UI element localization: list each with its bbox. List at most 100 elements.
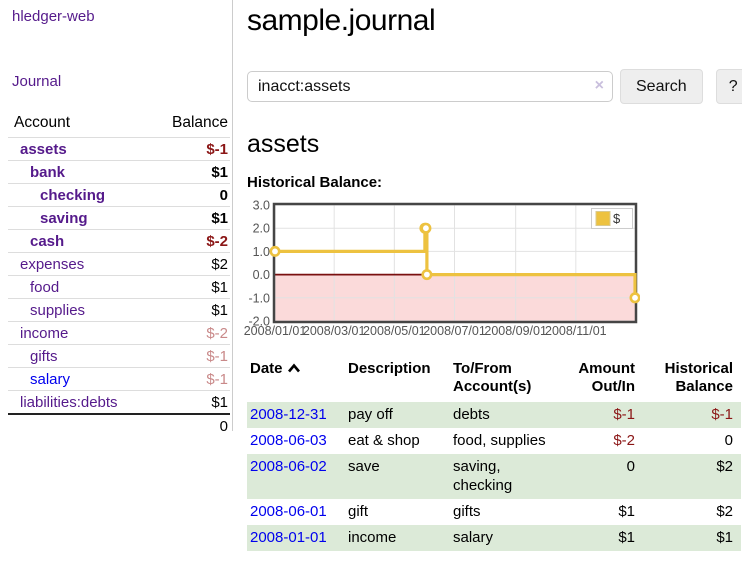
transaction-description: gift	[348, 503, 369, 520]
register-header-amount: Amount Out/In	[578, 360, 635, 395]
svg-text:1.0: 1.0	[253, 245, 270, 259]
transaction-balance: $1	[716, 529, 733, 546]
transaction-amount: $-2	[613, 432, 635, 449]
svg-text:2008/07/01: 2008/07/01	[423, 324, 486, 338]
account-row: assets $-1	[8, 137, 230, 161]
account-link[interactable]: checking	[40, 186, 106, 204]
transaction-row: 2008-12-31 pay off debts $-1 $-1	[247, 402, 741, 428]
transaction-date-link[interactable]: 2008-06-03	[250, 432, 327, 449]
transaction-accounts: saving, checking	[453, 458, 513, 494]
svg-text:0.0: 0.0	[253, 268, 270, 282]
transaction-balance: $-1	[711, 406, 733, 423]
sort-ascending-icon	[287, 363, 300, 373]
accounts-total-row: 0	[8, 413, 230, 437]
transaction-amount: $1	[618, 529, 635, 546]
transaction-date-link[interactable]: 2008-06-01	[250, 503, 327, 520]
app-title-link[interactable]: hledger-web	[12, 8, 95, 25]
account-link[interactable]: bank	[30, 163, 66, 181]
transaction-row: 2008-06-01 gift gifts $1 $2	[247, 499, 741, 525]
svg-text:-1.0: -1.0	[248, 291, 270, 305]
account-balance: $2	[149, 252, 230, 276]
transaction-amount: $1	[618, 503, 635, 520]
account-balance: $1	[149, 298, 230, 322]
account-row: salary $-1	[8, 367, 230, 391]
search-button[interactable]: Search	[620, 69, 703, 104]
account-link[interactable]: food	[30, 278, 60, 296]
transaction-date-link[interactable]: 2008-06-02	[250, 458, 327, 475]
account-balance: $-1	[149, 367, 230, 391]
account-row: liabilities:debts $1	[8, 390, 230, 414]
account-balance: $-1	[149, 344, 230, 368]
transaction-description: pay off	[348, 406, 393, 423]
account-balance: $-2	[149, 229, 230, 253]
account-row: saving $1	[8, 206, 230, 230]
sidebar: hledger-web Journal Account Balance asse…	[0, 0, 233, 437]
account-heading: assets	[247, 130, 320, 158]
transaction-accounts: salary	[453, 529, 494, 546]
chart-heading: Historical Balance:	[247, 174, 383, 191]
account-row: supplies $1	[8, 298, 230, 322]
transaction-accounts: gifts	[453, 503, 481, 520]
main-content: sample.journal × Search ? assets Histori…	[240, 0, 742, 551]
data-point-marker	[269, 245, 281, 257]
account-row: bank $1	[8, 160, 230, 184]
account-balance: $1	[149, 160, 230, 184]
transaction-balance: $2	[716, 503, 733, 520]
account-link[interactable]: saving	[40, 209, 88, 227]
accounts-table: Account Balance assets $-1 bank $1 checking 0…	[8, 111, 230, 437]
clear-search-icon[interactable]: ×	[594, 77, 604, 94]
search-bar: × Search ?	[247, 69, 742, 104]
account-row: expenses $2	[8, 252, 230, 276]
account-balance: $1	[149, 275, 230, 299]
account-link[interactable]: supplies	[30, 301, 86, 319]
account-balance: $-2	[149, 321, 230, 345]
account-row: food $1	[8, 275, 230, 299]
transaction-row: 2008-01-01 income salary $1 $1	[247, 525, 741, 551]
svg-text:2.0: 2.0	[253, 222, 270, 236]
transaction-date-link[interactable]: 2008-01-01	[250, 529, 327, 546]
transaction-balance: 0	[724, 432, 733, 449]
legend-swatch	[595, 211, 611, 226]
sidebar-item-journal[interactable]: Journal	[12, 73, 62, 90]
help-button[interactable]: ?	[715, 69, 742, 104]
transaction-date-link[interactable]: 2008-12-31	[250, 406, 327, 423]
page-title: sample.journal	[247, 4, 436, 37]
transaction-amount: $-1	[613, 406, 635, 423]
svg-text:2008/11/01: 2008/11/01	[545, 324, 607, 338]
data-point-marker	[421, 269, 433, 281]
svg-text:2008/01/01: 2008/01/01	[244, 324, 307, 338]
account-link[interactable]: income	[20, 324, 69, 342]
svg-text:2008/03/01: 2008/03/01	[303, 324, 366, 338]
account-link[interactable]: gifts	[30, 347, 58, 365]
account-link[interactable]: expenses	[20, 255, 85, 273]
account-link[interactable]: salary	[30, 370, 71, 388]
account-link[interactable]: cash	[30, 232, 65, 250]
account-row: checking 0	[8, 183, 230, 207]
search-input[interactable]	[247, 71, 613, 102]
account-row: gifts $-1	[8, 344, 230, 368]
account-link[interactable]: assets	[20, 140, 67, 158]
register-header-description: Description	[348, 360, 431, 377]
transaction-row: 2008-06-02 save saving, checking 0 $2	[247, 454, 741, 499]
accounts-header-balance: Balance	[171, 114, 228, 131]
svg-text:$: $	[613, 211, 621, 226]
account-row: cash $-2	[8, 229, 230, 253]
account-balance: 0	[149, 183, 230, 207]
accounts-header-account: Account	[14, 114, 71, 131]
account-link[interactable]: liabilities:debts	[20, 393, 118, 411]
data-point-marker	[420, 222, 432, 234]
plot-frame	[272, 202, 638, 324]
accounts-total-value: 0	[149, 413, 230, 437]
register-header-date[interactable]: Date	[247, 357, 345, 402]
account-balance: $-1	[149, 137, 230, 161]
transaction-description: save	[348, 458, 380, 475]
transaction-description: income	[348, 529, 397, 546]
transaction-description: eat & shop	[348, 432, 420, 449]
register-header-accounts: To/From Account(s)	[453, 360, 532, 395]
svg-text:2008/05/01: 2008/05/01	[363, 324, 426, 338]
account-balance: $1	[149, 206, 230, 230]
transaction-balance: $2	[716, 458, 733, 475]
transaction-row: 2008-06-03 eat & shop food, supplies $-2 0	[247, 428, 741, 454]
svg-text:-2.0: -2.0	[248, 315, 270, 329]
transaction-accounts: debts	[453, 406, 490, 423]
